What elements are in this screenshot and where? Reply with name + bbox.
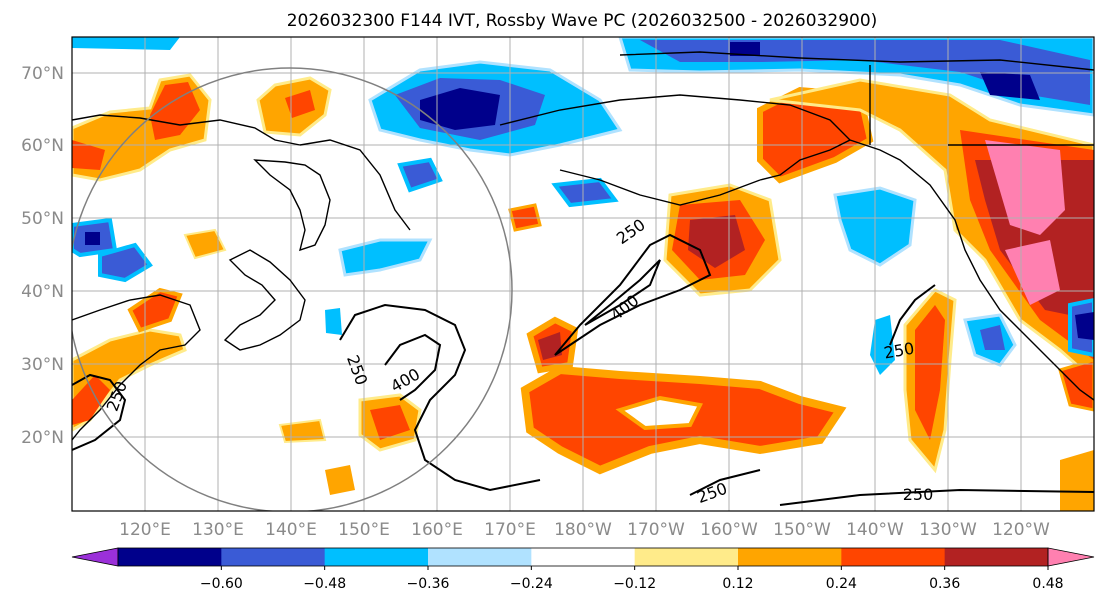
lon-label: 180°W — [554, 520, 612, 540]
contour-line-west-250 — [72, 373, 127, 451]
map-frame — [71, 36, 1095, 512]
lon-label: 140°E — [265, 520, 317, 540]
anomaly-region-korea — [127, 287, 183, 333]
anomaly-region-subtropical-low — [870, 315, 895, 375]
anomaly-region-subtropics-west-core — [370, 405, 410, 440]
anomaly-region-tropical-central — [325, 465, 355, 495]
anomaly-region-subtropical-band-core — [915, 305, 945, 440]
anomaly-region-nw-pacific-low-core — [85, 232, 100, 245]
anomaly-region-ne-asia-core — [150, 82, 200, 140]
colorbar-segment — [531, 548, 636, 566]
anomaly-region-kamchatka-core — [285, 90, 315, 118]
anomaly-region-open-ocean-low — [325, 308, 342, 335]
lon-label: 120°W — [992, 520, 1050, 540]
coast-aleutians — [559, 169, 761, 206]
colorbar-segment — [738, 548, 842, 566]
anomaly-region-baja-low-core — [980, 325, 1005, 350]
lon-label: 160°W — [700, 520, 758, 540]
colorbar-segment — [944, 548, 1049, 566]
coast-alaska — [499, 94, 852, 181]
anomaly-region-california-peak — [1005, 240, 1060, 305]
contour-label: 250 — [903, 485, 934, 504]
anomaly-region-hawaii-west — [278, 418, 327, 444]
colorbar-segment — [428, 548, 532, 566]
coast-kamchatka — [253, 159, 331, 252]
colorbar-tick-label: −0.12 — [613, 576, 656, 592]
lon-label: 130°E — [192, 520, 244, 540]
lat-label: 20°N — [21, 428, 64, 448]
lon-label: 170°E — [484, 520, 536, 540]
coast-korea-china — [72, 294, 201, 441]
contour-line-sw-400 — [384, 333, 442, 401]
colorbar-tick-label: −0.60 — [200, 576, 243, 592]
colorbar-tick-label: 0.48 — [1032, 576, 1063, 592]
lon-label: 150°W — [773, 520, 831, 540]
rossby-wave-contours — [72, 233, 1094, 506]
coast-asia-north — [72, 114, 301, 146]
lon-label: 140°W — [846, 520, 904, 540]
colorbar-segment — [324, 548, 429, 566]
lon-labels: 120°E 130°E 140°E 150°E 160°E 170°E 180°… — [119, 520, 1050, 540]
colorbar-extend-max — [1047, 547, 1095, 567]
contour-line-ne-400 — [584, 259, 661, 326]
lat-labels: 70°N 60°N 50°N 40°N 30°N 20°N — [21, 64, 64, 448]
colorbar-tick-label: −0.24 — [510, 576, 553, 592]
anomaly-region-bering-core — [420, 88, 500, 130]
map-area: 250 400 250 400 250 250 250 250 — [72, 37, 1094, 511]
colorbar-tick-label: −0.48 — [303, 576, 346, 592]
coast-japan — [223, 249, 306, 351]
anomaly-region-socal-low-core — [1075, 312, 1094, 340]
anomaly-region-mexico-coast — [1058, 358, 1094, 412]
lat-label: 60°N — [21, 136, 64, 156]
positive-anomaly-shading — [72, 73, 1094, 511]
lat-label: 50°N — [21, 209, 64, 229]
anomaly-region-arctic-west — [72, 37, 180, 50]
highlight-circle — [72, 67, 513, 511]
coast-okhotsk-east — [299, 139, 411, 231]
colorbar-segment — [841, 548, 946, 566]
colorbar-tick-label: 0.12 — [722, 576, 753, 592]
lon-label: 120°E — [119, 520, 171, 540]
colorbar-tick-label: 0.24 — [826, 576, 857, 592]
coast-arctic — [619, 51, 1094, 71]
grid-lines — [72, 37, 1094, 511]
contour-line-east-250 — [889, 284, 936, 346]
colorbar-segment — [221, 548, 326, 566]
anomaly-region-japan-east — [338, 238, 433, 277]
contour-line-ne-250 — [554, 233, 712, 356]
coast-nw-america — [849, 139, 1094, 401]
figure-title: 2026032300 F144 IVT, Rossby Wave PC (202… — [287, 11, 878, 31]
lon-label: 130°W — [919, 520, 977, 540]
anomaly-region-arctic-core — [730, 42, 1040, 100]
negative-anomaly-shading — [72, 37, 1094, 375]
anomaly-region-east-pacific-south — [1060, 450, 1094, 511]
colorbar-segment — [634, 548, 739, 566]
anomaly-region-nw-pacific-small — [183, 228, 227, 260]
anomaly-region-central-pacific-hole — [615, 395, 703, 431]
colorbar-tick-label: 0.36 — [929, 576, 960, 592]
lon-label: 170°W — [627, 520, 685, 540]
anomaly-region-china-coast-core — [72, 375, 110, 425]
colorbar: −0.60 −0.48 −0.36 −0.24 −0.12 0.12 0.24 0.36 0.4… — [71, 547, 1095, 592]
colorbar-tick-label: −0.36 — [407, 576, 450, 592]
anomaly-region-ne-asia-west — [72, 140, 105, 170]
coastlines — [72, 51, 1094, 441]
lon-label: 160°E — [411, 520, 463, 540]
anomaly-region-aleutian-low — [397, 157, 619, 208]
anomaly-region-arctic-mid — [640, 40, 1090, 105]
anomaly-region-nw-america-peak — [985, 140, 1065, 235]
anomaly-region-sea-okhotsk — [98, 242, 153, 283]
lat-label: 30°N — [21, 355, 64, 375]
contour-line-south-250 — [689, 469, 761, 496]
colorbar-extend-min — [71, 547, 119, 567]
colorbar-segment — [118, 548, 222, 566]
lat-label: 40°N — [21, 282, 64, 302]
contour-line-se-250 — [779, 488, 1094, 506]
contour-line-sw-250 — [339, 303, 541, 492]
lon-label: 150°E — [338, 520, 390, 540]
lat-label: 70°N — [21, 64, 64, 84]
colorbar-frame — [117, 547, 1049, 567]
